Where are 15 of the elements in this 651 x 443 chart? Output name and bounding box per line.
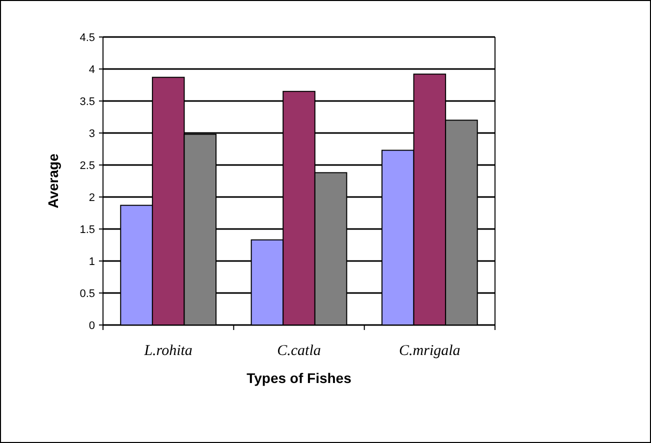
y-tick-label: 3.5 — [80, 96, 95, 108]
x-tick-label: L.rohita — [143, 343, 192, 359]
y-tick-label: 4.5 — [80, 32, 95, 44]
y-tick-label: 0 — [88, 320, 95, 332]
y-tick-label: 3 — [88, 128, 95, 140]
y-tick-label: 4 — [88, 64, 95, 76]
x-axis-title: Types of Fishes — [246, 370, 352, 386]
y-tick-label: 2.5 — [80, 160, 95, 172]
y-tick-label: 1 — [88, 256, 95, 268]
y-tick-label: 2 — [88, 192, 95, 204]
y-tick-label: 0.5 — [80, 288, 95, 300]
x-tick-label: C.catla — [277, 343, 321, 359]
x-tick-label: C.mrigala — [399, 343, 460, 359]
y-axis-title: Average — [45, 153, 61, 208]
y-tick-label: 1.5 — [80, 224, 95, 236]
